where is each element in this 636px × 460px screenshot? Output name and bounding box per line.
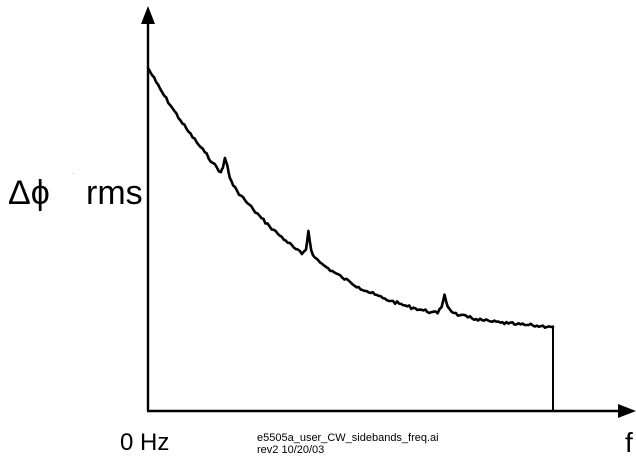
y-axis-label-symbol: Δϕ bbox=[8, 174, 50, 212]
file-caption-line2: rev2 10/20/03 bbox=[257, 444, 324, 456]
x-axis-arrowhead bbox=[618, 404, 636, 418]
x-tick-label-0hz: 0 Hz bbox=[120, 429, 169, 456]
series-phase-noise-curve bbox=[146, 66, 555, 329]
y-axis-label-suffix: rms bbox=[86, 174, 143, 212]
x-axis-label: f bbox=[625, 427, 633, 458]
y-axis-label-mark: ˙ bbox=[72, 172, 75, 181]
y-axis-arrowhead bbox=[141, 6, 155, 24]
file-caption-line1: e5505a_user_CW_sidebands_freq.ai bbox=[257, 432, 439, 444]
y-axis-label: Δϕ ˙ rms bbox=[8, 172, 143, 212]
